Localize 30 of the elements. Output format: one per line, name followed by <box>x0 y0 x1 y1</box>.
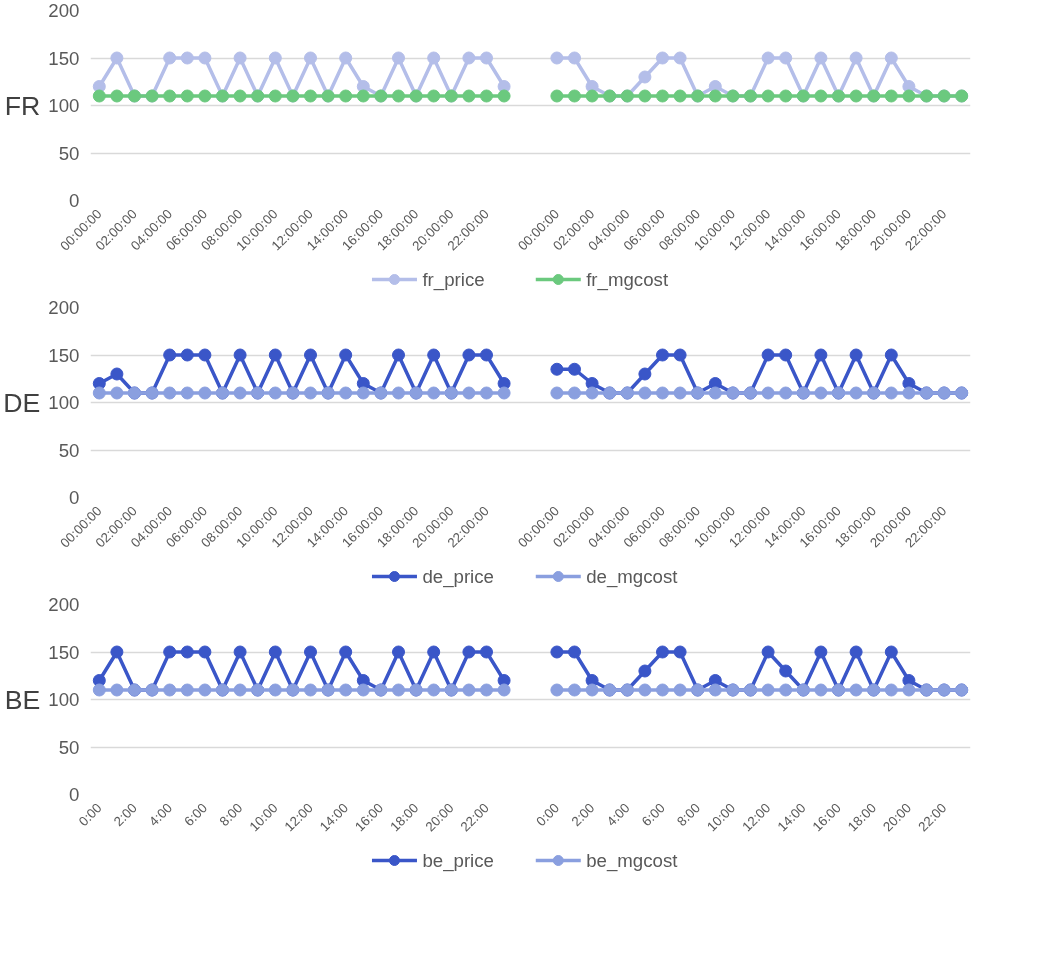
legend-label: de_price <box>422 566 494 588</box>
x-tick-label: 6:00 <box>181 800 211 830</box>
legend-label: be_price <box>422 850 494 872</box>
y-tick-label: 50 <box>58 736 80 758</box>
y-tick-label: 50 <box>58 439 80 461</box>
legend-label: fr_mgcost <box>586 269 669 291</box>
y-axis-title: DE <box>3 387 41 418</box>
y-tick-label: 150 <box>48 344 80 366</box>
y-tick-label: 200 <box>48 0 80 21</box>
y-tick-label: 100 <box>48 392 80 413</box>
x-tick-label: 6:00 <box>638 800 668 830</box>
y-tick-label: 100 <box>48 689 80 710</box>
y-tick-label: 0 <box>69 190 80 211</box>
y-tick-label: 0 <box>69 487 80 508</box>
y-tick-label: 150 <box>48 641 80 663</box>
legend-label: be_mgcost <box>586 850 679 872</box>
y-tick-label: 150 <box>48 47 80 69</box>
y-tick-label: 200 <box>48 594 80 615</box>
y-tick-label: 50 <box>58 142 80 164</box>
x-tick-label: 4:00 <box>146 800 176 830</box>
y-axis-title: FR <box>4 90 41 121</box>
y-axis-title: BE <box>4 684 41 715</box>
x-tick-label: 4:00 <box>603 800 633 830</box>
x-tick-label: 8:00 <box>216 800 246 830</box>
x-tick-label: 0:00 <box>533 800 563 830</box>
y-tick-label: 100 <box>48 95 80 116</box>
legend-label: de_mgcost <box>586 566 679 588</box>
legend-label: fr_price <box>422 269 485 291</box>
y-tick-label: 200 <box>48 297 80 318</box>
x-tick-label: 8:00 <box>674 800 704 830</box>
